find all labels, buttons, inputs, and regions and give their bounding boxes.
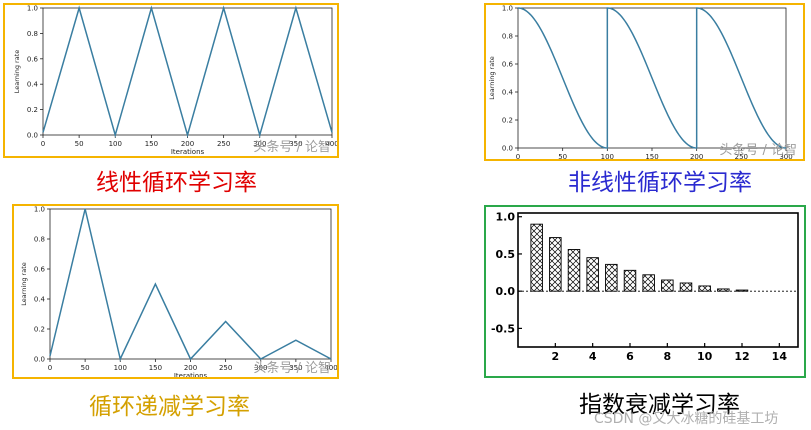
x-tick-label: 350	[289, 140, 302, 148]
x-tick-label: 4	[589, 350, 597, 363]
bar	[717, 288, 730, 292]
chart-panel-nonlinear-cyclic: 0.00.20.40.60.81.0050100150200250300Iter…	[484, 3, 805, 161]
y-tick-label: 0.8	[27, 30, 38, 38]
footer-credit: CSDN @又大冰糖的硅基工坊	[594, 411, 779, 427]
x-axis-label: Iterations	[171, 148, 205, 156]
bar	[679, 282, 693, 292]
y-axis-label: Learning rate	[13, 50, 21, 94]
x-tick-label: 250	[219, 364, 232, 372]
x-tick-label: 250	[735, 153, 748, 159]
y-tick-label: 0.4	[502, 89, 514, 97]
bar	[698, 285, 711, 292]
y-tick-label: 0.2	[502, 117, 513, 125]
x-tick-label: 300	[254, 364, 267, 372]
y-tick-label: -0.5	[491, 322, 515, 335]
chart-watermark: 头条号 / 论智	[253, 361, 331, 376]
x-tick-label: 14	[772, 350, 788, 363]
x-tick-label: 50	[75, 140, 84, 148]
plot-frame	[49, 208, 332, 360]
x-tick-label: 0	[41, 140, 45, 148]
x-tick-label: 100	[601, 153, 614, 159]
series-line	[49, 208, 332, 362]
chart-watermark: 头条号 / 论智	[719, 143, 797, 158]
y-tick-label: 1.0	[502, 5, 513, 13]
y-tick-label: 0.6	[502, 61, 514, 69]
x-tick-label: 200	[690, 153, 703, 159]
series-line	[42, 5, 333, 138]
y-tick-label: 0.0	[496, 285, 516, 298]
x-tick-label: 150	[145, 140, 158, 148]
y-tick-label: 0.4	[27, 81, 39, 89]
y-tick-label: 1.0	[34, 206, 45, 214]
x-tick-label: 200	[181, 140, 194, 148]
chart-panel-cyclic-decay: 0.0 0.2 0.4 0.6 0.8 1.0 0 50 100 150 200 250 300 350 4…	[12, 204, 339, 379]
exponential-decay-chart: 1.0 0.5 0.0 -0.5 2 4 6 8 10 12 14	[491, 211, 799, 363]
x-tick-label: 300	[779, 153, 792, 159]
y-axis-label: Learning rate	[488, 56, 496, 100]
y-tick-label: 0.8	[34, 236, 45, 244]
x-tick-label: 2	[552, 350, 560, 363]
x-tick-label: 12	[734, 350, 749, 363]
y-tick-label: 0.2	[34, 326, 45, 334]
y-tick-label: 0.6	[34, 266, 46, 274]
y-tick-label: 0.0	[27, 132, 38, 140]
x-tick-label: 50	[558, 153, 567, 159]
exponential-decay-caption: 指数衰减学习率	[579, 392, 740, 418]
bar	[623, 269, 637, 292]
bar	[530, 223, 543, 292]
plot-frame	[517, 212, 799, 348]
cyclic-decay-chart: 0.0 0.2 0.4 0.6 0.8 1.0 0 50 100 150 200 250 300 350 4…	[20, 206, 337, 377]
y-tick-label: 0.0	[34, 356, 45, 364]
y-tick-label: 0.6	[27, 55, 39, 63]
x-tick-label: 400	[325, 140, 337, 148]
linear-cyclic-chart: 0.0 0.2 0.4 0.6 0.8 1.0 0 50 100 150 200 250 300 350 4…	[13, 5, 337, 156]
x-tick-label: 150	[645, 153, 658, 159]
x-tick-label: 150	[149, 364, 162, 372]
x-tick-label: 100	[109, 140, 122, 148]
nonlinear-cyclic-chart: 0.00.20.40.60.81.0050100150200250300Iter…	[488, 5, 793, 159]
x-tick-label: 100	[114, 364, 127, 372]
x-tick-label: 50	[81, 364, 90, 372]
y-tick-label: 0.5	[496, 248, 516, 261]
x-tick-label: 400	[324, 364, 337, 372]
x-tick-label: 300	[253, 140, 266, 148]
y-axis-label: Learning rate	[20, 262, 28, 306]
y-tick-label: 1.0	[496, 211, 516, 224]
x-tick-label: 10	[697, 350, 713, 363]
plot-frame	[42, 7, 333, 136]
bar	[661, 279, 674, 292]
y-tick-label: 0.8	[502, 33, 513, 41]
nonlinear-cyclic-caption: 非线性循环学习率	[568, 170, 752, 196]
x-tick-label: 0	[48, 364, 52, 372]
chart-panel-exponential-decay: 1.0 0.5 0.0 -0.5 2 4 6 8 10 12 14	[484, 205, 806, 378]
bar	[549, 237, 562, 292]
bar	[586, 257, 599, 292]
x-axis-label: Iterations	[174, 372, 208, 377]
cyclic-decay-caption: 循环递减学习率	[89, 394, 250, 420]
y-tick-label: 0.4	[34, 296, 46, 304]
bar	[605, 263, 618, 292]
y-tick-label: 0.2	[27, 106, 38, 114]
x-tick-label: 350	[289, 364, 302, 372]
x-tick-label: 6	[626, 350, 634, 363]
chart-watermark: 头条号 / 论智	[253, 140, 331, 155]
bar	[735, 289, 749, 292]
x-tick-label: 0	[516, 153, 520, 159]
linear-cyclic-caption: 线性循环学习率	[96, 170, 257, 196]
chart-panel-linear-cyclic: 0.0 0.2 0.4 0.6 0.8 1.0 0 50 100 150 200 250 300 350 4…	[3, 3, 339, 158]
bar	[642, 274, 655, 292]
y-tick-label: 0.0	[502, 145, 513, 153]
x-tick-label: 8	[664, 350, 672, 363]
y-tick-label: 1.0	[27, 5, 38, 13]
series-line	[517, 7, 787, 149]
x-tick-label: 200	[184, 364, 197, 372]
bar	[567, 249, 581, 292]
x-tick-label: 250	[217, 140, 230, 148]
